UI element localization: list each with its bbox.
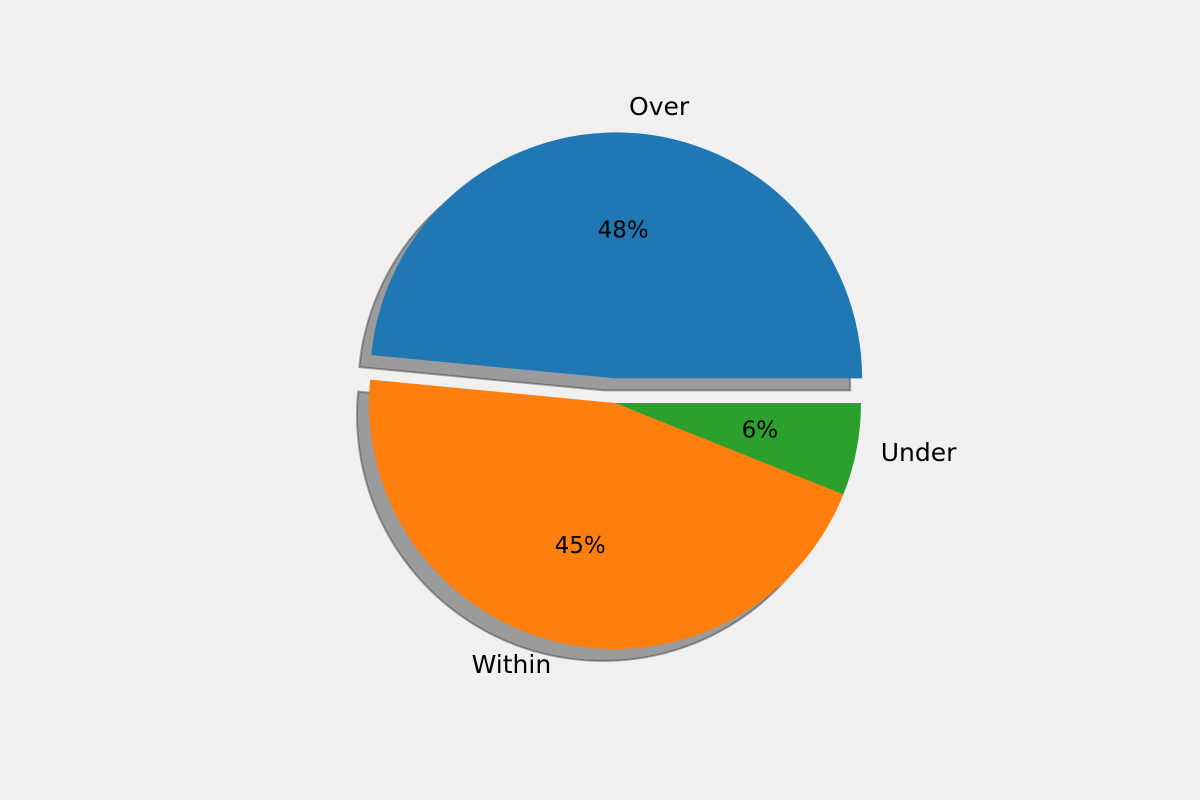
wedges <box>369 132 863 649</box>
category-label: Over <box>629 92 690 121</box>
wedge <box>369 379 844 649</box>
wedge <box>615 403 861 495</box>
category-label: Under <box>881 438 957 467</box>
value-label: 6% <box>742 417 779 443</box>
wedge <box>371 132 863 379</box>
labels: Over 48% Within 45% Under 6% <box>472 92 957 679</box>
value-label: 48% <box>598 217 649 243</box>
value-label: 45% <box>555 533 606 559</box>
category-label: Within <box>472 650 552 679</box>
